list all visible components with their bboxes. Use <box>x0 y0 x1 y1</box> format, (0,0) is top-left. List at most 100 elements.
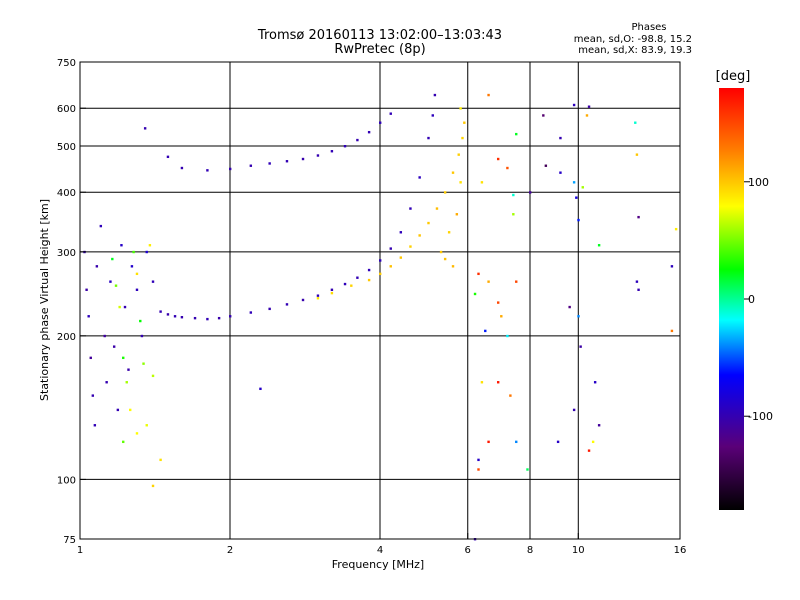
data-point <box>356 138 359 142</box>
data-point <box>572 408 576 412</box>
data-point <box>389 112 392 115</box>
data-point <box>87 315 90 318</box>
data-point <box>85 288 88 291</box>
data-point <box>670 265 674 268</box>
data-point <box>330 291 334 295</box>
data-point <box>670 329 674 333</box>
data-point <box>591 440 595 444</box>
data-point <box>166 155 170 159</box>
data-point <box>409 245 412 248</box>
data-point <box>577 218 580 222</box>
data-point <box>249 311 253 314</box>
data-point <box>367 278 371 282</box>
y-axis-label: Stationary phase Virtual Height [km] <box>38 199 51 401</box>
data-point <box>635 153 639 156</box>
data-point <box>515 440 518 444</box>
data-point <box>135 288 139 291</box>
data-point <box>151 374 155 378</box>
x-tick-label: 8 <box>527 545 533 556</box>
x-tick-label: 6 <box>465 545 471 556</box>
data-point <box>109 280 112 283</box>
data-point <box>459 181 462 184</box>
data-point <box>463 121 466 124</box>
data-point <box>89 356 92 360</box>
data-point <box>477 468 480 471</box>
data-point <box>559 136 562 140</box>
phases-x-line: mean, sd,X: 83.9, 19.3 <box>578 45 692 56</box>
data-point <box>451 171 455 174</box>
data-point <box>330 150 334 153</box>
data-point <box>112 345 116 348</box>
data-point <box>461 136 464 140</box>
data-point <box>343 282 347 286</box>
data-point <box>443 191 447 194</box>
data-point <box>575 196 578 199</box>
data-point <box>142 362 145 365</box>
data-point <box>435 207 439 210</box>
data-point <box>118 305 121 309</box>
data-point <box>343 144 347 148</box>
data-point <box>120 244 123 247</box>
data-point <box>568 305 571 309</box>
data-point <box>159 458 162 462</box>
data-point <box>249 164 253 167</box>
data-point <box>99 224 103 228</box>
y-tick-label: 750 <box>57 58 76 69</box>
data-point <box>93 424 97 427</box>
data-point <box>367 268 371 272</box>
data-point <box>451 265 455 268</box>
data-point <box>593 381 597 384</box>
data-point <box>418 234 421 237</box>
data-point <box>597 244 601 247</box>
x-tick-label: 2 <box>227 545 233 556</box>
data-point <box>123 305 127 309</box>
data-point <box>577 315 580 318</box>
data-point <box>159 310 162 313</box>
data-point <box>544 164 548 167</box>
data-point <box>389 265 392 268</box>
data-point <box>301 157 305 161</box>
data-point <box>635 280 639 283</box>
data-point <box>572 103 576 107</box>
y-tick-label: 100 <box>57 475 76 486</box>
data-point <box>399 231 403 234</box>
data-point <box>529 191 532 194</box>
data-point <box>512 193 515 197</box>
y-tick-label: 600 <box>57 104 76 115</box>
data-point <box>356 276 359 279</box>
data-point <box>637 288 640 291</box>
data-point <box>229 167 232 171</box>
data-point <box>193 316 197 320</box>
data-point <box>556 440 560 444</box>
data-point <box>151 484 155 488</box>
data-point <box>350 284 353 287</box>
data-point <box>457 153 460 156</box>
data-point <box>135 272 139 276</box>
data-point <box>587 105 591 108</box>
y-tick-label: 300 <box>57 248 76 259</box>
data-point <box>427 221 430 225</box>
data-point <box>389 247 392 250</box>
colorbar: [deg] 100 0 -100 <box>716 69 773 510</box>
data-point <box>268 307 271 311</box>
x-tick-label: 10 <box>572 545 585 556</box>
data-point <box>217 316 221 320</box>
data-point <box>500 315 503 318</box>
data-point <box>455 213 459 216</box>
y-tick-label: 500 <box>57 142 76 153</box>
data-point <box>259 387 262 391</box>
data-point <box>285 160 289 163</box>
data-point <box>129 408 132 412</box>
phases-header: Phases <box>631 22 666 33</box>
x-axis-label: Frequency [MHz] <box>332 558 424 571</box>
y-tick-label: 200 <box>57 332 76 343</box>
data-point <box>634 121 637 124</box>
data-point <box>473 292 477 296</box>
x-tick-label: 16 <box>674 545 687 556</box>
data-point <box>206 317 209 321</box>
data-point <box>487 440 490 444</box>
data-point <box>409 207 412 210</box>
colorbar-tick-label: 0 <box>748 293 755 306</box>
data-point <box>418 176 421 179</box>
data-point <box>125 381 128 384</box>
